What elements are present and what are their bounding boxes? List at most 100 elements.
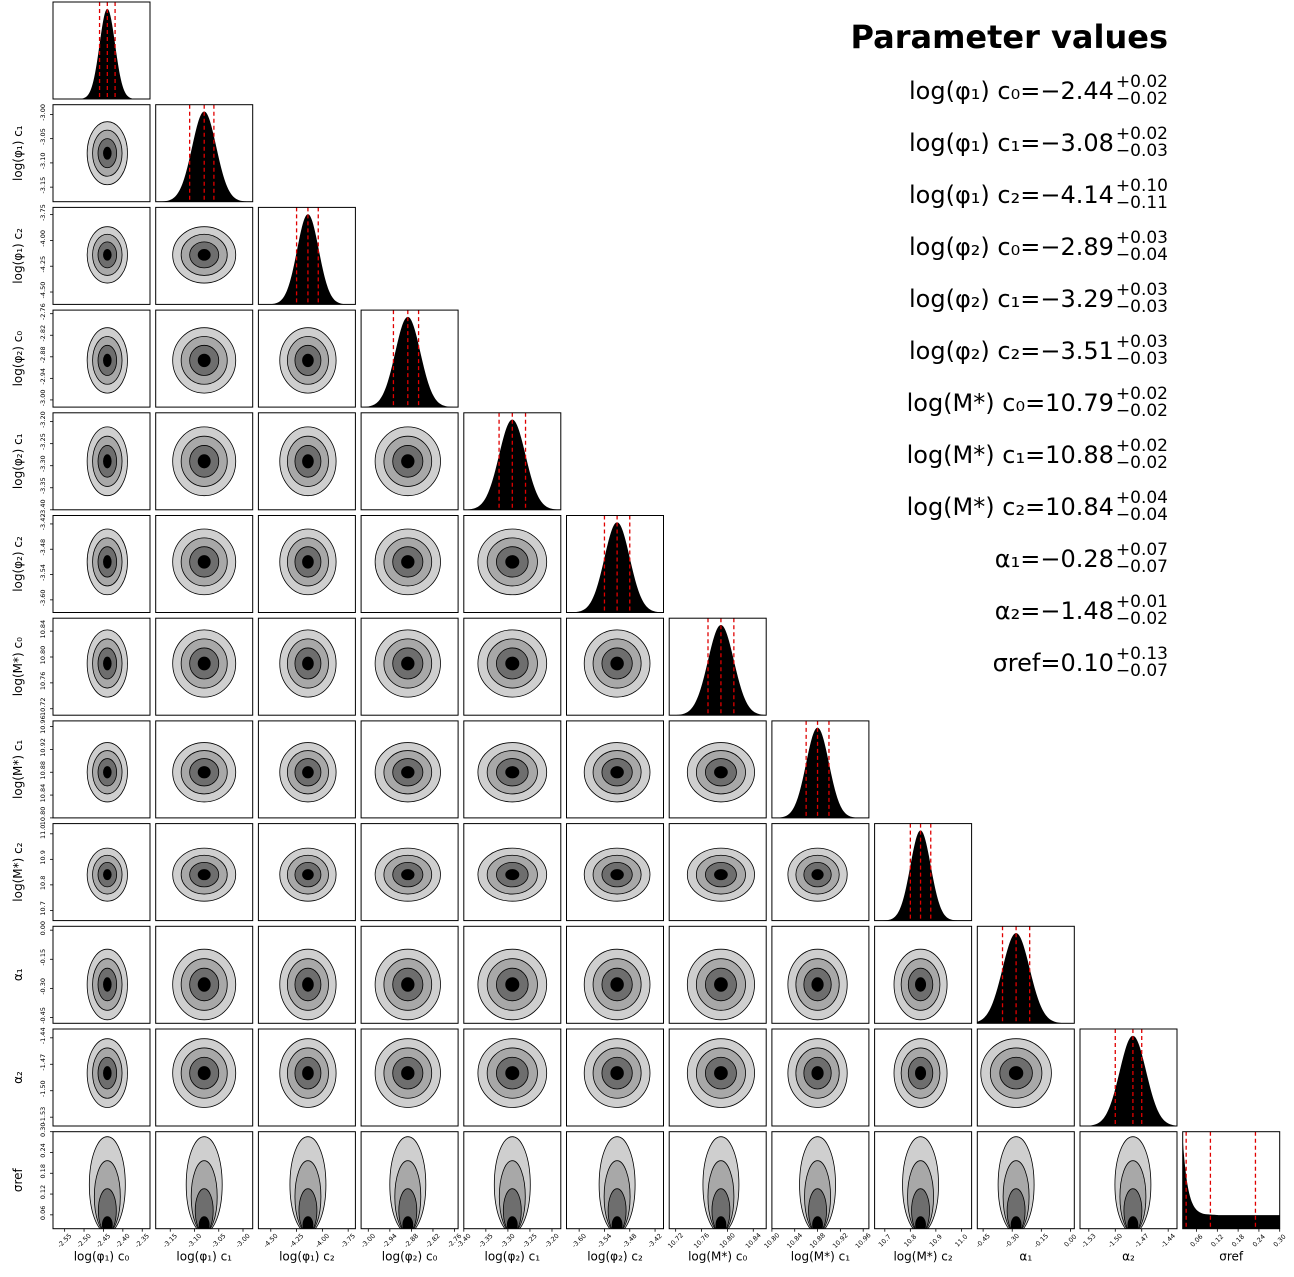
x-tick-label: -2.55 (56, 1232, 74, 1250)
panel-frame (668, 823, 767, 922)
contour-level (811, 977, 824, 992)
param-row: log(φ₂) c₂=−3.51 +0.03 −0.03 (851, 324, 1168, 376)
contour-panel: 10.72 10.76 10.80 10.84 log(M*) c₀ (11, 617, 151, 716)
panel-frame (155, 309, 254, 408)
param-plus: +0.03 (1115, 280, 1168, 300)
histogram-panel: 0.06 0.12 0.18 0.24 0.30 σref (1182, 1131, 1288, 1264)
y-axis-label: log(φ₂) c₀ (11, 331, 25, 387)
contour-panel (155, 925, 254, 1024)
histogram-fill (977, 933, 1075, 1024)
parameter-summary: Parameter values log(φ₁) c₀=−2.44 +0.02 −0… (851, 18, 1168, 688)
contour-panel: -3.60 -3.54 -3.48 -3.42 log(φ₂) c₂ (11, 514, 151, 613)
contour-level (401, 555, 415, 569)
contour-panel (771, 823, 870, 922)
param-label: log(M*) c₂ (906, 493, 1026, 521)
panel-frame (463, 412, 562, 511)
contour-level (714, 766, 728, 779)
panel-frame (566, 1028, 664, 1127)
y-tick-label: 10.9 (39, 850, 47, 864)
panel-frame (360, 309, 459, 408)
panel-frame (155, 515, 254, 613)
contour-panel (360, 515, 459, 613)
y-tick-label: -3.35 (39, 477, 47, 494)
panel-frame (463, 617, 562, 716)
x-tick-label: -3.35 (477, 1232, 495, 1250)
panel-frame (155, 617, 254, 716)
x-axis-label: log(φ₁) c₂ (279, 1250, 335, 1264)
panel-frame (463, 720, 562, 819)
x-tick-label: -4.25 (288, 1232, 306, 1250)
param-plus: +0.07 (1115, 540, 1168, 560)
contour-level (610, 1066, 624, 1081)
contour-panel (566, 823, 664, 922)
y-tick-label: 10.84 (39, 620, 47, 639)
contour-panel (257, 925, 356, 1024)
contour-panel (257, 1028, 356, 1127)
x-axis-label: α₂ (1122, 1250, 1135, 1264)
contour-panel (155, 412, 254, 511)
panel-frame (52, 1131, 151, 1230)
x-tick-label: -2.40 (114, 1232, 132, 1250)
contour-panel (155, 515, 254, 613)
param-row: α₁=−0.28 +0.07 −0.07 (851, 532, 1168, 584)
contour-level (401, 656, 415, 671)
contour-level (811, 869, 824, 881)
y-tick-label: 11.0 (39, 825, 47, 839)
panel-frame (771, 823, 870, 922)
param-row: log(φ₁) c₂=−4.14 +0.10 −0.11 (851, 168, 1168, 220)
param-plus: +0.02 (1115, 436, 1168, 456)
param-value: −3.08 (1040, 129, 1114, 157)
panel-frame (52, 412, 151, 511)
x-axis-label: log(φ₁) c₀ (74, 1250, 130, 1264)
param-minus: −0.02 (1115, 89, 1168, 109)
param-plus: +0.02 (1115, 384, 1168, 404)
contour-panel: -3.40 -3.35 -3.30 -3.25 -3.20 log(φ₂) c₁ (11, 411, 151, 516)
x-axis-label: log(φ₂) c₁ (484, 1250, 540, 1264)
contour-level (103, 656, 112, 671)
y-tick-label: 0.12 (39, 1185, 47, 1199)
contour-level (915, 977, 927, 992)
param-value: 10.88 (1045, 441, 1114, 469)
x-tick-label: -2.50 (75, 1232, 93, 1250)
x-tick-label: 10.84 (744, 1231, 763, 1250)
contour-level (1006, 1188, 1026, 1229)
x-tick-label: -3.05 (210, 1232, 228, 1250)
contour-level (506, 1216, 518, 1229)
panel-frame (976, 1131, 1075, 1230)
contour-level (198, 1216, 210, 1229)
param-uncertainty: +0.07 −0.07 (1116, 542, 1168, 576)
y-tick-label: 10.80 (39, 646, 47, 665)
panel-frame (52, 925, 151, 1024)
contour-panel (360, 823, 459, 922)
contour-level (505, 1066, 520, 1081)
contour-level (103, 869, 112, 881)
y-axis-label: log(M*) c₂ (11, 842, 25, 901)
panel-frame (668, 1028, 767, 1127)
contour-level (302, 1216, 314, 1229)
y-tick-label: 10.96 (39, 715, 47, 734)
panel-frame (257, 720, 356, 819)
contour-panel: -1.53 -1.50 -1.47 -1.44 α₂ (11, 1027, 151, 1127)
panel-frame (566, 617, 664, 716)
x-tick-label: 10.96 (854, 1231, 873, 1250)
contour-panel (463, 1028, 562, 1127)
param-plus: +0.13 (1115, 644, 1168, 664)
contour-level (711, 1188, 731, 1229)
contour-panel (771, 1028, 870, 1127)
panel-frame (566, 720, 664, 819)
contour-panel (155, 309, 254, 408)
histogram-panel (668, 617, 767, 716)
param-row: log(φ₂) c₀=−2.89 +0.03 −0.04 (851, 220, 1168, 272)
panel-frame (1079, 1131, 1178, 1230)
x-tick-label: -4.00 (314, 1232, 332, 1250)
contour-panel (257, 309, 356, 408)
contour-level (611, 1216, 623, 1229)
panel-frame (874, 1131, 973, 1230)
param-equals: = (1020, 597, 1041, 625)
panel-frame (155, 720, 254, 819)
param-row: α₂=−1.48 +0.01 −0.02 (851, 584, 1168, 636)
contour-level (610, 869, 624, 881)
panel-frame (52, 1, 151, 100)
panel-frame (874, 823, 973, 922)
param-uncertainty: +0.03 −0.03 (1116, 334, 1168, 368)
